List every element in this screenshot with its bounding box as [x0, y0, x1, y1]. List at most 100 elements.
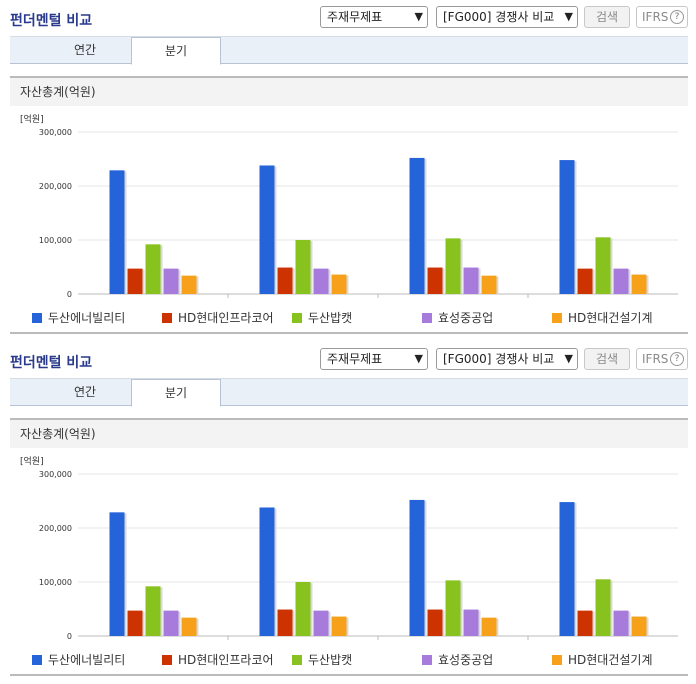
search-button[interactable]: 검색: [584, 348, 630, 370]
tab-quarterly[interactable]: 분기: [131, 379, 221, 407]
tab-quarterly[interactable]: 분기: [131, 37, 221, 65]
legend-swatch: [292, 313, 302, 323]
legend-label: HD현대인프라코어: [178, 311, 274, 325]
y-tick-label: 300,000: [39, 128, 72, 137]
legend-swatch: [552, 655, 562, 665]
legend-item[interactable]: HD현대건설기계: [552, 308, 653, 328]
bar: [181, 275, 197, 294]
bar: [445, 238, 461, 294]
legend-item[interactable]: 두산에너빌리티: [32, 308, 125, 328]
bar: [613, 268, 629, 294]
legend-swatch: [552, 313, 562, 323]
tab-annual[interactable]: 연간: [73, 43, 97, 57]
chart-legend: 두산에너빌리티 HD현대인프라코어 두산밥캣 효성중공업 HD현대건설기계: [10, 650, 688, 670]
bar: [181, 617, 197, 636]
help-icon: ?: [670, 10, 684, 24]
bar: [163, 610, 179, 636]
legend-swatch: [32, 655, 42, 665]
legend-label: 두산밥캣: [308, 311, 353, 325]
legend-item[interactable]: HD현대건설기계: [552, 650, 653, 670]
legend-label: HD현대건설기계: [568, 653, 653, 667]
legend-item[interactable]: 효성중공업: [422, 308, 493, 328]
help-icon: ?: [670, 352, 684, 366]
legend-item[interactable]: 두산밥캣: [292, 650, 352, 670]
bar: [445, 580, 461, 636]
compare-select[interactable]: [FG000] 경쟁사 비교 ▼: [436, 6, 578, 28]
bar: [109, 512, 125, 636]
statement-select-value: 주재무제표: [327, 10, 383, 24]
bar: [127, 610, 143, 636]
legend-swatch: [422, 655, 432, 665]
chevron-down-icon: ▼: [414, 10, 423, 23]
legend-item[interactable]: HD현대인프라코어: [162, 308, 274, 328]
bar: [295, 240, 311, 294]
legend-item[interactable]: 두산에너빌리티: [32, 650, 125, 670]
legend-label: HD현대인프라코어: [178, 653, 274, 667]
compare-select[interactable]: [FG000] 경쟁사 비교 ▼: [436, 348, 578, 370]
tab-annual[interactable]: 연간: [73, 385, 97, 399]
ifrs-button[interactable]: IFRS ?: [636, 6, 688, 28]
divider: [10, 332, 688, 334]
asset-chart: [억원]0100,000200,000300,0002023/032023/06…: [10, 450, 688, 640]
bar: [145, 244, 161, 294]
y-tick-label: 200,000: [39, 524, 72, 533]
chevron-down-icon: ▼: [414, 352, 423, 365]
asset-chart: [억원]0100,000200,000300,0002023/032023/06…: [10, 108, 688, 298]
divider: [10, 674, 688, 676]
legend-swatch: [32, 313, 42, 323]
fundamental-panel-2: 펀더멘털 비교 주재무제표 ▼ [FG000] 경쟁사 비교 ▼ 검색 IFRS…: [0, 342, 696, 684]
bar: [109, 170, 125, 294]
legend-item[interactable]: 두산밥캣: [292, 308, 352, 328]
bar: [409, 157, 425, 294]
bar: [427, 267, 443, 294]
bar: [559, 502, 575, 636]
legend-swatch: [292, 655, 302, 665]
legend-swatch: [162, 313, 172, 323]
bar: [631, 616, 647, 636]
legend-label: 두산에너빌리티: [48, 653, 126, 667]
section-title: 자산총계(억원): [10, 76, 688, 106]
y-tick-label: 100,000: [39, 236, 72, 245]
fundamental-panel-1: 펀더멘털 비교 주재무제표 ▼ [FG000] 경쟁사 비교 ▼ 검색 IFRS…: [10, 6, 688, 334]
unit-label: [억원]: [20, 455, 44, 467]
panel-title: 펀더멘털 비교: [10, 355, 93, 371]
bar: [595, 237, 611, 294]
bar: [613, 610, 629, 636]
bar: [409, 499, 425, 636]
bar: [331, 274, 347, 294]
panel-title: 펀더멘털 비교: [10, 13, 93, 29]
bar: [463, 267, 479, 294]
bar: [163, 268, 179, 294]
bar: [145, 586, 161, 636]
bar: [259, 165, 275, 294]
period-tabs: 연간 분기: [10, 36, 688, 65]
legend-item[interactable]: 효성중공업: [422, 650, 493, 670]
unit-label: [억원]: [20, 113, 44, 125]
compare-select-value: [FG000] 경쟁사 비교: [443, 10, 555, 24]
legend-swatch: [422, 313, 432, 323]
bar: [481, 617, 497, 636]
y-tick-label: 300,000: [39, 470, 72, 479]
bar: [277, 609, 293, 636]
compare-select-value: [FG000] 경쟁사 비교: [443, 352, 555, 366]
bar: [277, 267, 293, 294]
chevron-down-icon: ▼: [564, 10, 573, 23]
ifrs-button[interactable]: IFRS ?: [636, 348, 688, 370]
statement-select[interactable]: 주재무제표 ▼: [320, 6, 428, 28]
ifrs-label: IFRS: [642, 10, 669, 24]
legend-item[interactable]: HD현대인프라코어: [162, 650, 274, 670]
bar: [313, 610, 329, 636]
bar: [331, 616, 347, 636]
bar: [127, 268, 143, 294]
statement-select[interactable]: 주재무제표 ▼: [320, 348, 428, 370]
legend-label: HD현대건설기계: [568, 311, 653, 325]
legend-label: 두산밥캣: [308, 653, 353, 667]
y-tick-label: 0: [67, 632, 72, 640]
bar: [577, 610, 593, 636]
bar: [313, 268, 329, 294]
legend-label: 두산에너빌리티: [48, 311, 126, 325]
y-tick-label: 0: [67, 290, 72, 298]
search-button[interactable]: 검색: [584, 6, 630, 28]
bar: [577, 268, 593, 294]
ifrs-label: IFRS: [642, 352, 669, 366]
